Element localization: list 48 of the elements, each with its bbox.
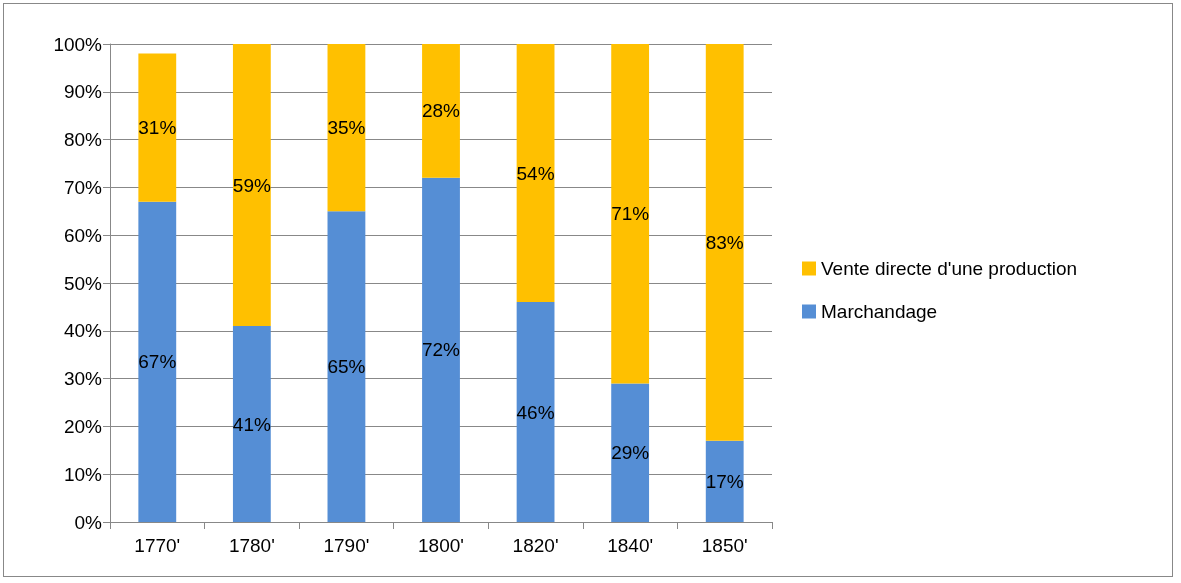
y-tick-label: 30% [63, 368, 103, 390]
y-tick-label: 10% [63, 463, 103, 485]
bar [516, 44, 555, 303]
data-label: 31% [138, 117, 177, 139]
data-label: 17% [705, 470, 744, 492]
y-tick-label: 100% [53, 33, 103, 55]
data-label: 65% [327, 356, 366, 378]
data-label: 83% [705, 231, 744, 253]
bar [611, 44, 650, 384]
y-tick-label: 50% [63, 272, 103, 294]
bar [705, 44, 744, 441]
x-tick-label: 1820' [512, 535, 559, 556]
bar [327, 211, 366, 522]
x-tick-label: 1790' [323, 535, 370, 556]
bar [232, 326, 271, 522]
bar [138, 201, 177, 522]
y-tick-label: 40% [63, 320, 103, 342]
data-label: 72% [421, 339, 461, 361]
data-label: 29% [611, 442, 650, 464]
x-tick-label: 1840' [607, 535, 654, 556]
legend-label: Marchandage [821, 301, 938, 322]
bar [138, 53, 177, 202]
x-tick-label: 1770' [134, 535, 181, 556]
y-tick-label: 20% [63, 415, 103, 437]
data-label: 41% [232, 413, 271, 435]
y-tick-label: 70% [63, 176, 103, 198]
bar [516, 302, 555, 522]
y-tick-label: 90% [63, 81, 103, 103]
y-tick-label: 80% [63, 129, 103, 151]
bar [422, 177, 460, 522]
legend-label: Vente directe d'une production [821, 258, 1078, 279]
x-tick-label: 1800' [418, 535, 464, 556]
data-label: 54% [516, 162, 555, 184]
bar [232, 44, 271, 327]
y-tick-label: 0% [74, 511, 103, 533]
data-label: 71% [611, 203, 650, 225]
data-label: 46% [516, 401, 555, 423]
x-tick-label: 1850' [701, 535, 748, 556]
data-label: 35% [327, 117, 366, 139]
bar [611, 383, 650, 522]
y-tick-label: 60% [63, 224, 103, 246]
data-label: 67% [138, 351, 177, 373]
bar [422, 44, 460, 178]
bar [327, 44, 366, 212]
x-tick-label: 1780' [228, 535, 275, 556]
data-label: 28% [421, 100, 461, 122]
bar [705, 440, 744, 522]
data-label: 59% [232, 174, 271, 196]
